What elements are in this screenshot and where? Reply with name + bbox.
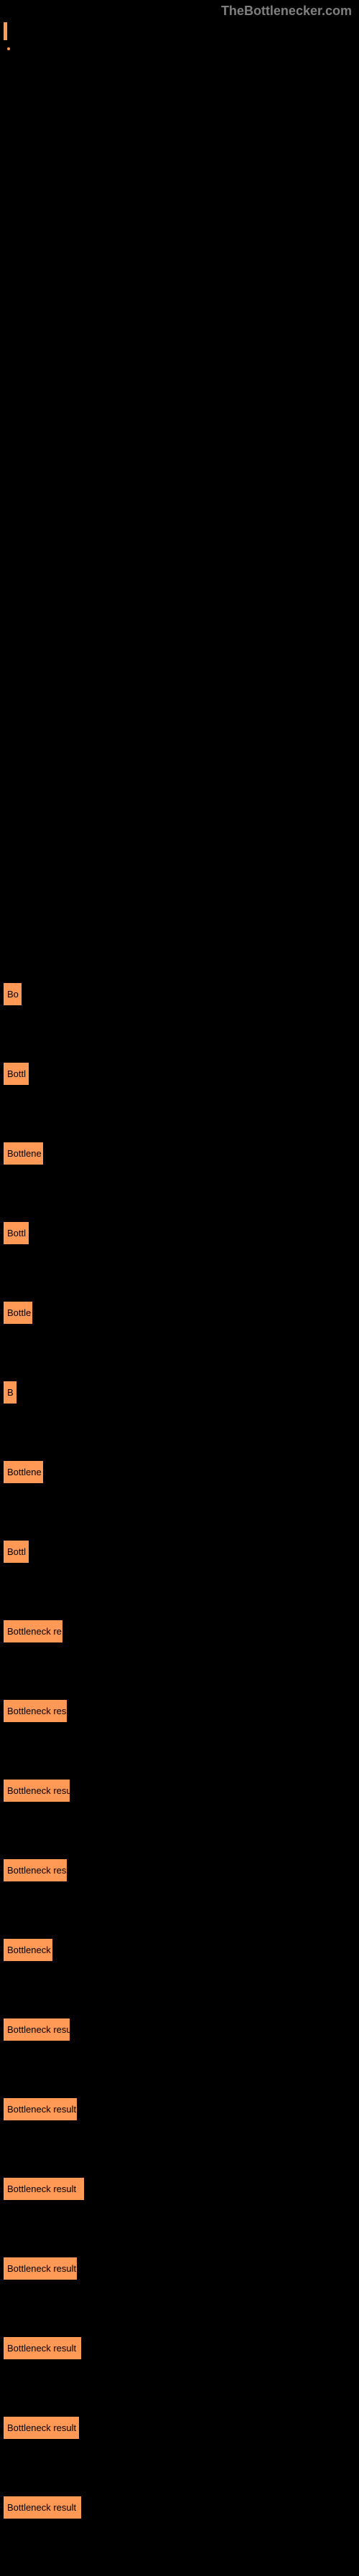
bottleneck-bar: Bottl [4,1063,29,1085]
site-logo: TheBottlenecker.com [0,0,359,22]
bar-row: Bottleneck result [4,2337,359,2363]
bar-row: Bottl [4,1541,359,1566]
bar-row: Bottleneck [4,1939,359,1965]
bar-row: Bottleneck re [4,1620,359,1646]
bottleneck-bar: Bottleneck [4,1939,52,1961]
bottleneck-bar: Bottleneck res [4,1859,67,1881]
bottleneck-bar: Bottleneck result [4,2178,84,2200]
bottleneck-bar: Bottleneck result [4,2496,81,2519]
bar-row: B [4,1381,359,1407]
bar-row: Bottlene [4,1142,359,1168]
bar-row: Bottleneck result [4,2496,359,2522]
bar-row: Bottleneck result [4,2417,359,2443]
bar-row: Bottleneck result [4,2257,359,2283]
bottleneck-bar: Bo [4,983,22,1005]
bottleneck-bar: Bottl [4,1541,29,1563]
bar-row: Bottleneck result [4,2098,359,2124]
bar-row: Bottl [4,1063,359,1089]
bar-row: Bottle [4,1302,359,1327]
bottleneck-bar: Bottleneck result [4,2417,79,2439]
bar-row: Bo [4,983,359,1009]
bottleneck-bar: Bottlene [4,1142,43,1165]
bottleneck-bar: Bottlene [4,1461,43,1483]
bar-row: Bottleneck resu [4,2018,359,2044]
bottleneck-bar: Bottl [4,1222,29,1244]
bottleneck-bar: Bottleneck result [4,2098,77,2120]
bottleneck-bar: B [4,1381,17,1404]
bottleneck-bar: Bottle [4,1302,32,1324]
bottleneck-bar: Bottleneck res [4,1700,67,1722]
bottleneck-bar: Bottleneck result [4,2337,81,2359]
bar-row: Bottleneck res [4,1700,359,1726]
bar-row: Bottleneck res [4,1859,359,1885]
bar-row: Bottleneck result [4,2178,359,2204]
bottleneck-bar: Bottleneck resu [4,2018,70,2041]
small-dot [7,47,10,50]
top-orange-marker [4,22,7,40]
bar-row: Bottleneck resu [4,1780,359,1805]
bottleneck-bar: Bottleneck resu [4,1780,70,1802]
bottleneck-bars-container: Bo Bottl Bottlene Bottl Bottle B Bottlene Bottl… [0,983,359,2522]
bar-row: Bottl [4,1222,359,1248]
bottleneck-bar: Bottleneck result [4,2257,77,2280]
bar-row: Bottlene [4,1461,359,1487]
bottleneck-bar: Bottleneck re [4,1620,62,1642]
